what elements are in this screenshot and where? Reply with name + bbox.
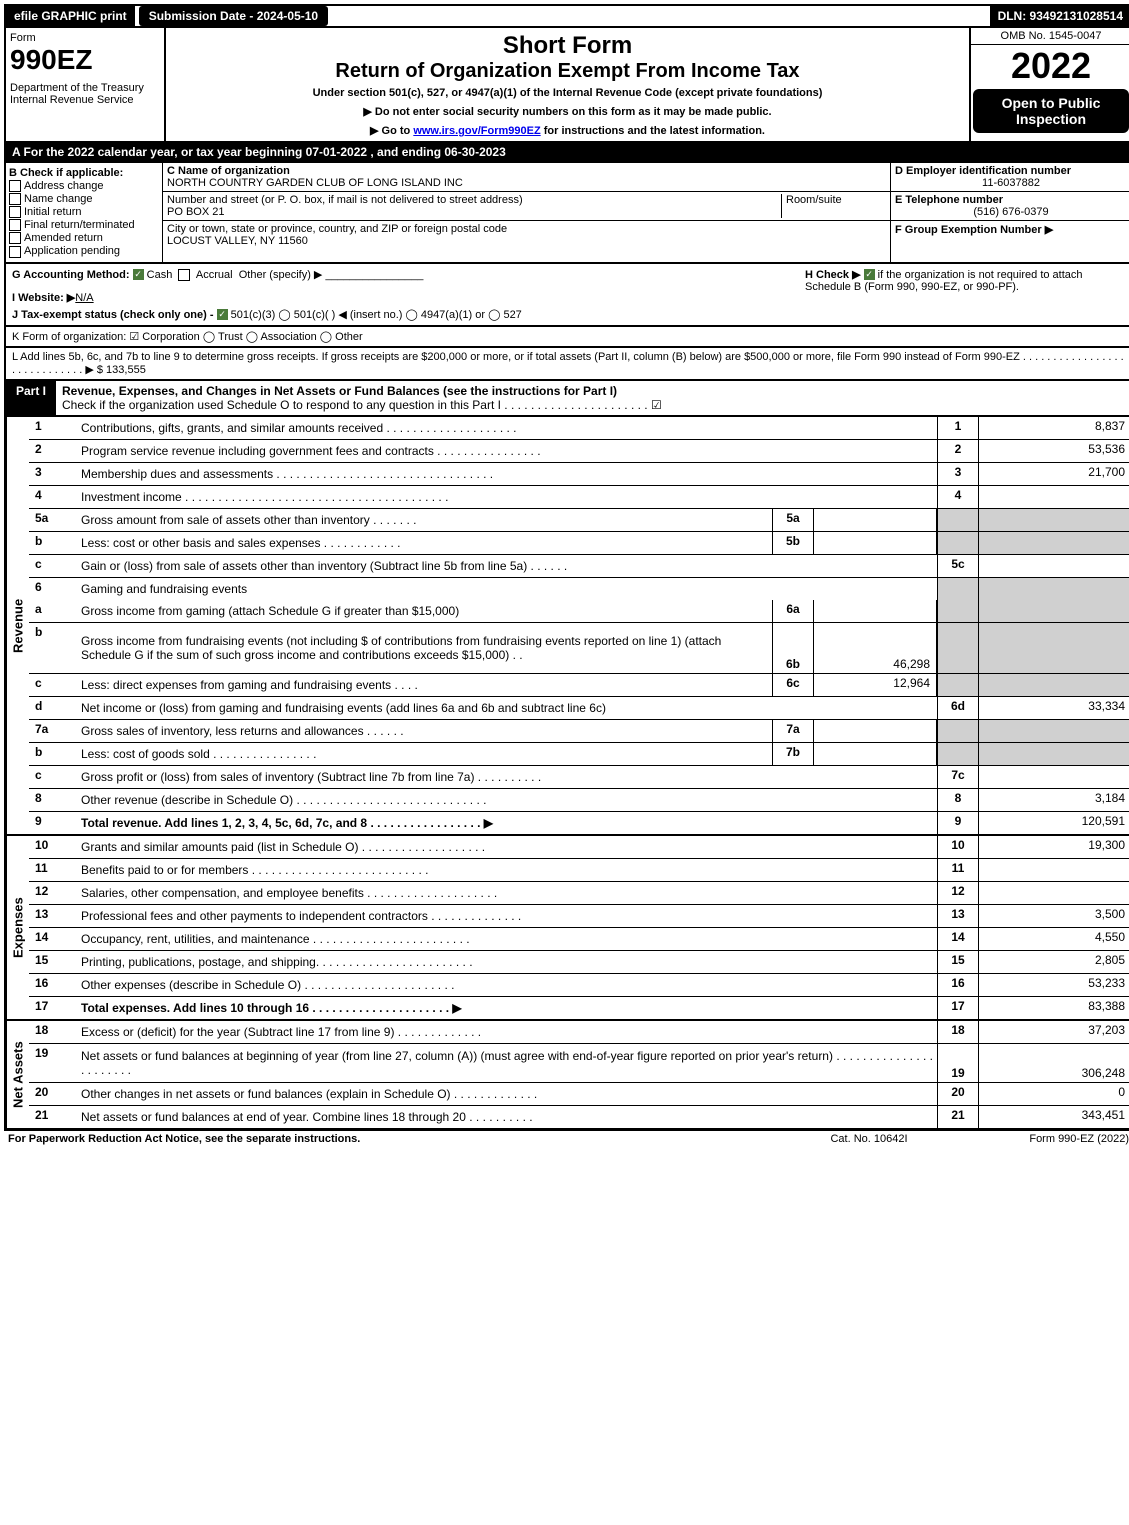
tax-year: 2022 [971,45,1129,87]
check-pending: Application pending [9,245,159,257]
line-12: 12Salaries, other compensation, and empl… [29,882,1129,905]
line-17: 17Total expenses. Add lines 10 through 1… [29,997,1129,1019]
form-label: Form [10,32,160,44]
check-name: Name change [9,193,159,205]
cash-checked-icon: ✓ [133,269,144,280]
part-1-check: Check if the organization used Schedule … [62,398,662,412]
line-16: 16Other expenses (describe in Schedule O… [29,974,1129,997]
org-city: LOCUST VALLEY, NY 11560 [167,235,886,247]
line-19: 19Net assets or fund balances at beginni… [29,1044,1129,1083]
line-13: 13Professional fees and other payments t… [29,905,1129,928]
line-7a: 7aGross sales of inventory, less returns… [29,720,1129,743]
line-6a: aGross income from gaming (attach Schedu… [29,600,1129,623]
phone-row: E Telephone number (516) 676-0379 [891,192,1129,221]
tax-exempt-row: J Tax-exempt status (check only one) - ✓… [12,308,775,321]
submission-date: Submission Date - 2024-05-10 [139,6,328,26]
line-18: 18Excess or (deficit) for the year (Subt… [29,1021,1129,1044]
line-10: 10Grants and similar amounts paid (list … [29,836,1129,859]
gh-row: G Accounting Method: ✓ Cash Accrual Othe… [4,264,1129,327]
efile-label: efile GRAPHIC print [6,6,135,26]
line-9: 9Total revenue. Add lines 1, 2, 3, 4, 5c… [29,812,1129,834]
line-6: 6Gaming and fundraising events [29,578,1129,600]
line-21: 21Net assets or fund balances at end of … [29,1106,1129,1128]
bullet-2: ▶ Go to www.irs.gov/Form990EZ for instru… [170,124,965,137]
org-name-row: C Name of organization NORTH COUNTRY GAR… [163,163,890,192]
irs-link[interactable]: www.irs.gov/Form990EZ [413,125,540,137]
line-4: 4Investment income . . . . . . . . . . .… [29,486,1129,509]
check-address: Address change [9,180,159,192]
ein-row: D Employer identification number 11-6037… [891,163,1129,192]
bullet-1: ▶ Do not enter social security numbers o… [170,105,965,118]
form-title: Return of Organization Exempt From Incom… [170,60,965,83]
revenue-table: Revenue 1Contributions, gifts, grants, a… [4,417,1129,836]
line-8: 8Other revenue (describe in Schedule O) … [29,789,1129,812]
col-b-checkboxes: B Check if applicable: Address change Na… [6,163,163,262]
k-row: K Form of organization: ☑ Corporation ◯ … [4,327,1129,348]
gross-receipts: 133,555 [106,364,146,376]
phone-value: (516) 676-0379 [895,206,1127,218]
line-3: 3Membership dues and assessments . . . .… [29,463,1129,486]
line-6b: bGross income from fundraising events (n… [29,623,1129,674]
check-initial: Initial return [9,206,159,218]
col-b-label: B Check if applicable: [9,167,159,179]
h-check: H Check ▶ ✓ if the organization is not r… [805,268,1125,321]
dln-label: DLN: 93492131028514 [990,6,1129,26]
short-form-title: Short Form [170,32,965,60]
header-middle: Short Form Return of Organization Exempt… [166,28,969,141]
form-header: Form 990EZ Department of the Treasury In… [4,28,1129,143]
ein-value: 11-6037882 [895,177,1127,189]
org-addr-row: Number and street (or P. O. box, if mail… [163,192,890,221]
col-d-ids: D Employer identification number 11-6037… [890,163,1129,262]
revenue-label: Revenue [6,417,29,834]
website-row: I Website: ▶N/A [12,291,775,304]
form-number: 990EZ [10,44,160,76]
check-final: Final return/terminated [9,219,159,231]
room-suite: Room/suite [781,194,886,218]
open-inspection: Open to Public Inspection [973,89,1129,133]
accounting-method: G Accounting Method: ✓ Cash Accrual Othe… [12,268,775,281]
line-20: 20Other changes in net assets or fund ba… [29,1083,1129,1106]
footer-left: For Paperwork Reduction Act Notice, see … [8,1133,769,1145]
org-name: NORTH COUNTRY GARDEN CLUB OF LONG ISLAND… [167,177,886,189]
org-address: PO BOX 21 [167,206,781,218]
form-subtitle: Under section 501(c), 527, or 4947(a)(1)… [170,87,965,99]
line-7b: bLess: cost of goods sold . . . . . . . … [29,743,1129,766]
row-a-period: A For the 2022 calendar year, or tax yea… [4,143,1129,163]
page-footer: For Paperwork Reduction Act Notice, see … [4,1130,1129,1147]
h-checked-icon: ✓ [864,269,875,280]
website-value: N/A [75,292,93,304]
line-2: 2Program service revenue including gover… [29,440,1129,463]
part-1-header: Part I Revenue, Expenses, and Changes in… [4,381,1129,417]
line-5b: bLess: cost or other basis and sales exp… [29,532,1129,555]
line-7c: cGross profit or (loss) from sales of in… [29,766,1129,789]
check-amended: Amended return [9,232,159,244]
header-left: Form 990EZ Department of the Treasury In… [6,28,166,141]
net-assets-table: Net Assets 18Excess or (deficit) for the… [4,1021,1129,1130]
top-bar: efile GRAPHIC print Submission Date - 20… [4,4,1129,28]
line-5c: cGain or (loss) from sale of assets othe… [29,555,1129,578]
department-label: Department of the Treasury Internal Reve… [10,82,160,106]
part-1-title: Revenue, Expenses, and Changes in Net As… [62,384,617,398]
line-6d: dNet income or (loss) from gaming and fu… [29,697,1129,720]
omb-number: OMB No. 1545-0047 [971,28,1129,45]
l-row: L Add lines 5b, 6c, and 7b to line 9 to … [4,348,1129,381]
line-1: 1Contributions, gifts, grants, and simil… [29,417,1129,440]
line-11: 11Benefits paid to or for members . . . … [29,859,1129,882]
line-14: 14Occupancy, rent, utilities, and mainte… [29,928,1129,951]
col-c-org: C Name of organization NORTH COUNTRY GAR… [163,163,890,262]
expenses-label: Expenses [6,836,29,1019]
line-6c: cLess: direct expenses from gaming and f… [29,674,1129,697]
footer-form: Form 990-EZ (2022) [969,1133,1129,1145]
org-city-row: City or town, state or province, country… [163,221,890,249]
expenses-table: Expenses 10Grants and similar amounts pa… [4,836,1129,1021]
info-row: B Check if applicable: Address change Na… [4,163,1129,264]
footer-cat: Cat. No. 10642I [769,1133,969,1145]
part-1-tag: Part I [6,381,56,415]
line-5a: 5aGross amount from sale of assets other… [29,509,1129,532]
net-assets-label: Net Assets [6,1021,29,1128]
header-right: OMB No. 1545-0047 2022 Open to Public In… [969,28,1129,141]
group-exemption-row: F Group Exemption Number ▶ [891,221,1129,238]
line-15: 15Printing, publications, postage, and s… [29,951,1129,974]
